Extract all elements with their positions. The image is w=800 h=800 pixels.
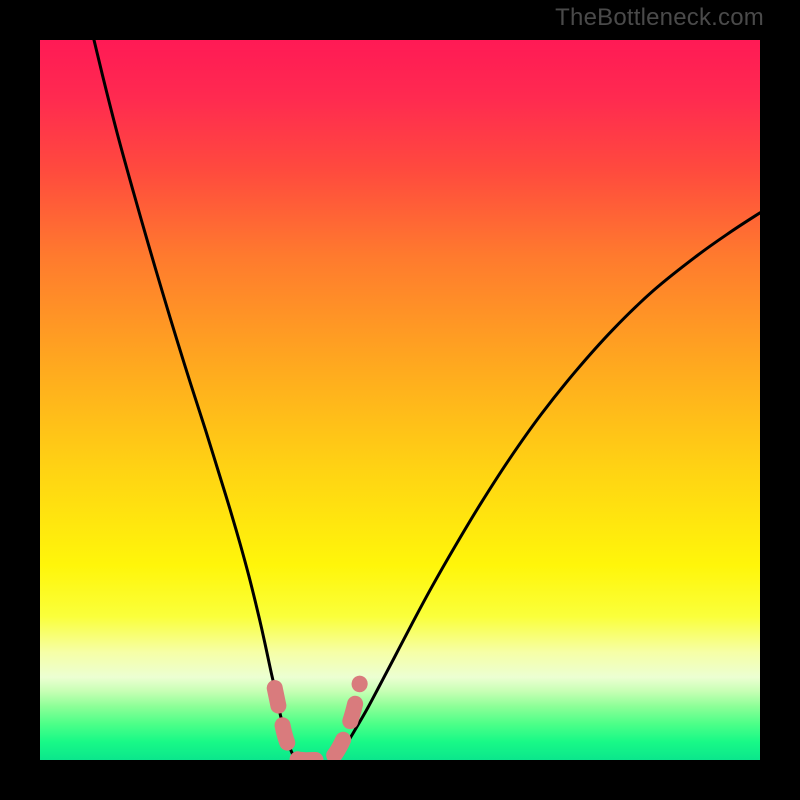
curve-right-branch	[331, 213, 760, 760]
watermark-text: TheBottleneck.com	[555, 4, 764, 32]
curve-left-branch	[94, 40, 298, 760]
plot-area	[40, 40, 760, 760]
bottom-marker-stroke	[275, 684, 360, 760]
chart-stage: TheBottleneck.com	[0, 0, 800, 800]
curves-layer	[40, 40, 760, 760]
